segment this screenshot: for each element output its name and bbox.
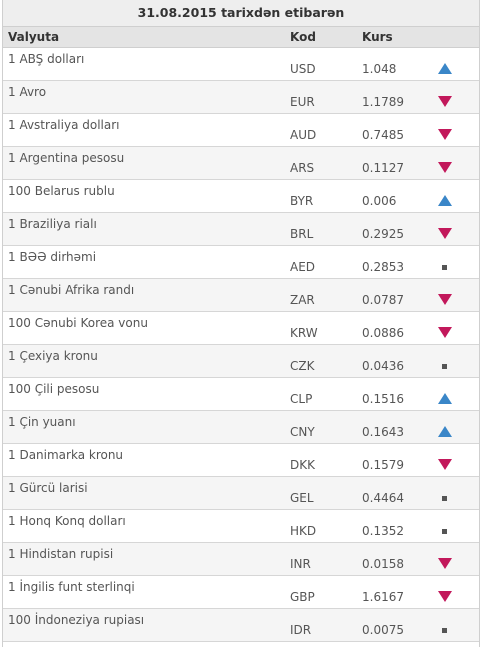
table-row: 1 Cənubi Afrika randı ZAR 0.0787: [3, 279, 479, 312]
arrow-down-icon: [438, 293, 452, 307]
currency-rate: 0.0886: [362, 326, 404, 340]
currency-name: 1 Cənubi Afrika randı: [8, 283, 135, 297]
table-row: 1 Honq Konq dolları HKD 0.1352: [3, 510, 479, 543]
table-row: 100 İndoneziya rupiası IDR 0.0075: [3, 609, 479, 642]
table-row: 1 Danimarka kronu DKK 0.1579: [3, 444, 479, 477]
arrow-down-icon: [438, 161, 452, 175]
currency-rate: 0.2853: [362, 260, 404, 274]
currency-code: CZK: [290, 359, 315, 373]
arrow-down-icon: [438, 128, 452, 142]
table-row: 1 Çin yuanı CNY 0.1643: [3, 411, 479, 444]
table-row: 100 Belarus rublu BYR 0.006: [3, 180, 479, 213]
currency-name: 1 Avstraliya dolları: [8, 118, 120, 132]
currency-name: 1 Gürcü larisi: [8, 481, 88, 495]
arrow-up-icon: [438, 392, 452, 406]
currency-rate: 0.4464: [362, 491, 404, 505]
currency-name: 100 Cənubi Korea vonu: [8, 316, 148, 330]
currency-code: INR: [290, 557, 311, 571]
currency-code: EUR: [290, 95, 315, 109]
table-row: 1 Avro EUR 1.1789: [3, 81, 479, 114]
currency-rate: 0.0787: [362, 293, 404, 307]
unchanged-icon: [438, 623, 452, 637]
table-body: 1 ABŞ dolları USD 1.048 1 Avro EUR 1.1789 1 Av…: [3, 48, 479, 642]
currency-code: GEL: [290, 491, 314, 505]
table-row: 1 Hindistan rupisi INR 0.0158: [3, 543, 479, 576]
currency-name: 1 Çexiya kronu: [8, 349, 98, 363]
currency-name: 1 Braziliya rialı: [8, 217, 97, 231]
currency-code: HKD: [290, 524, 317, 538]
table-row: 1 BƏƏ dirhəmi AED 0.2853: [3, 246, 479, 279]
table-row: 1 Braziliya rialı BRL 0.2925: [3, 213, 479, 246]
unchanged-icon: [438, 491, 452, 505]
arrow-down-icon: [438, 557, 452, 571]
table-header: Valyuta Kod Kurs: [3, 27, 479, 48]
currency-code: DKK: [290, 458, 315, 472]
currency-rate: 0.006: [362, 194, 397, 208]
currency-code: CNY: [290, 425, 315, 439]
table-row: 100 Cənubi Korea vonu KRW 0.0886: [3, 312, 479, 345]
table-row: 1 İngilis funt sterlinqi GBP 1.6167: [3, 576, 479, 609]
currency-code: BYR: [290, 194, 314, 208]
currency-rate: 0.0158: [362, 557, 404, 571]
header-currency: Valyuta: [8, 30, 60, 44]
currency-name: 100 İndoneziya rupiası: [8, 613, 145, 627]
unchanged-icon: [438, 524, 452, 538]
currency-name: 100 Çili pesosu: [8, 382, 100, 396]
currency-name: 1 Argentina pesosu: [8, 151, 125, 165]
currency-rate: 0.0075: [362, 623, 404, 637]
currency-code: KRW: [290, 326, 318, 340]
currency-name: 1 Honq Konq dolları: [8, 514, 126, 528]
currency-code: CLP: [290, 392, 313, 406]
currency-rate: 0.0436: [362, 359, 404, 373]
currency-rate: 0.1643: [362, 425, 404, 439]
currency-rate: 1.1789: [362, 95, 404, 109]
currency-code: IDR: [290, 623, 312, 637]
table-title: 31.08.2015 tarixdən etibarən: [3, 0, 479, 27]
currency-name: 1 BƏƏ dirhəmi: [8, 250, 97, 264]
arrow-up-icon: [438, 194, 452, 208]
currency-name: 1 ABŞ dolları: [8, 52, 85, 66]
currency-name: 1 Hindistan rupisi: [8, 547, 114, 561]
table-row: 1 Gürcü larisi GEL 0.4464: [3, 477, 479, 510]
currency-rate: 0.1127: [362, 161, 404, 175]
currency-code: ARS: [290, 161, 315, 175]
table-row: 1 ABŞ dolları USD 1.048: [3, 48, 479, 81]
currency-rate: 1.048: [362, 62, 397, 76]
currency-name: 1 Danimarka kronu: [8, 448, 124, 462]
arrow-up-icon: [438, 425, 452, 439]
currency-rate: 0.2925: [362, 227, 404, 241]
arrow-down-icon: [438, 227, 452, 241]
currency-code: USD: [290, 62, 316, 76]
currency-code: AED: [290, 260, 316, 274]
arrow-down-icon: [438, 326, 452, 340]
currency-name: 100 Belarus rublu: [8, 184, 115, 198]
currency-name: 1 Çin yuanı: [8, 415, 76, 429]
unchanged-icon: [438, 260, 452, 274]
table-row: 100 Çili pesosu CLP 0.1516: [3, 378, 479, 411]
currency-rate: 1.6167: [362, 590, 404, 604]
arrow-down-icon: [438, 458, 452, 472]
currency-code: ZAR: [290, 293, 315, 307]
currency-name: 1 İngilis funt sterlinqi: [8, 580, 135, 594]
arrow-down-icon: [438, 95, 452, 109]
arrow-down-icon: [438, 590, 452, 604]
currency-rate: 0.1516: [362, 392, 404, 406]
currency-name: 1 Avro: [8, 85, 47, 99]
currency-code: GBP: [290, 590, 315, 604]
currency-code: AUD: [290, 128, 317, 142]
currency-code: BRL: [290, 227, 314, 241]
currency-rate: 0.7485: [362, 128, 404, 142]
currency-rate: 0.1579: [362, 458, 404, 472]
unchanged-icon: [438, 359, 452, 373]
header-code: Kod: [290, 30, 316, 44]
table-row: 1 Çexiya kronu CZK 0.0436: [3, 345, 479, 378]
table-row: 1 Argentina pesosu ARS 0.1127: [3, 147, 479, 180]
table-row: 1 Avstraliya dolları AUD 0.7485: [3, 114, 479, 147]
header-rate: Kurs: [362, 30, 393, 44]
arrow-up-icon: [438, 62, 452, 76]
currency-rate: 0.1352: [362, 524, 404, 538]
